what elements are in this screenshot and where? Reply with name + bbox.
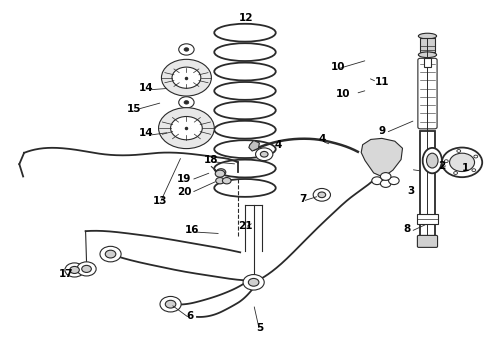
Circle shape bbox=[216, 177, 224, 184]
Circle shape bbox=[449, 153, 474, 171]
Circle shape bbox=[222, 177, 231, 184]
Text: 7: 7 bbox=[299, 194, 306, 204]
Ellipse shape bbox=[426, 153, 438, 168]
Circle shape bbox=[256, 148, 273, 161]
Text: 15: 15 bbox=[126, 104, 141, 114]
Ellipse shape bbox=[214, 121, 276, 139]
FancyBboxPatch shape bbox=[420, 38, 435, 52]
Circle shape bbox=[161, 59, 211, 96]
Text: 1: 1 bbox=[462, 163, 469, 173]
Circle shape bbox=[248, 278, 259, 286]
Circle shape bbox=[171, 117, 202, 140]
Circle shape bbox=[165, 300, 176, 308]
Ellipse shape bbox=[214, 179, 276, 197]
FancyBboxPatch shape bbox=[420, 131, 435, 237]
Circle shape bbox=[318, 192, 326, 198]
FancyBboxPatch shape bbox=[418, 58, 437, 129]
Text: 4: 4 bbox=[318, 134, 325, 144]
Polygon shape bbox=[249, 140, 259, 151]
Ellipse shape bbox=[214, 43, 276, 61]
FancyBboxPatch shape bbox=[424, 58, 431, 67]
Circle shape bbox=[70, 266, 79, 274]
Text: 4: 4 bbox=[275, 140, 282, 150]
Text: 21: 21 bbox=[238, 221, 252, 231]
Text: 5: 5 bbox=[256, 323, 263, 333]
Text: 17: 17 bbox=[59, 269, 74, 279]
Circle shape bbox=[372, 177, 382, 185]
Circle shape bbox=[442, 148, 482, 177]
Circle shape bbox=[243, 275, 264, 290]
Text: 16: 16 bbox=[185, 225, 199, 235]
Text: 14: 14 bbox=[139, 82, 154, 93]
Circle shape bbox=[172, 67, 201, 88]
Ellipse shape bbox=[214, 63, 276, 80]
Text: 13: 13 bbox=[153, 196, 167, 206]
Text: 18: 18 bbox=[204, 155, 219, 165]
Text: 20: 20 bbox=[177, 186, 191, 197]
Ellipse shape bbox=[214, 82, 276, 100]
Circle shape bbox=[313, 189, 330, 201]
Circle shape bbox=[454, 172, 458, 174]
Text: 10: 10 bbox=[330, 62, 345, 72]
Circle shape bbox=[179, 97, 194, 108]
Circle shape bbox=[474, 155, 478, 158]
Circle shape bbox=[184, 48, 189, 51]
Text: 19: 19 bbox=[177, 174, 191, 184]
Ellipse shape bbox=[214, 140, 276, 158]
Text: 12: 12 bbox=[239, 13, 253, 23]
Text: 6: 6 bbox=[186, 311, 194, 321]
Ellipse shape bbox=[418, 52, 437, 58]
FancyBboxPatch shape bbox=[417, 214, 438, 224]
Circle shape bbox=[260, 152, 268, 157]
Circle shape bbox=[105, 250, 116, 258]
Text: 2: 2 bbox=[438, 161, 445, 171]
Text: 9: 9 bbox=[379, 126, 386, 136]
Circle shape bbox=[216, 169, 226, 176]
Circle shape bbox=[472, 169, 476, 172]
Circle shape bbox=[457, 149, 461, 152]
Text: 14: 14 bbox=[139, 128, 154, 138]
FancyBboxPatch shape bbox=[417, 235, 438, 247]
Ellipse shape bbox=[418, 33, 437, 39]
Circle shape bbox=[179, 44, 194, 55]
Circle shape bbox=[444, 160, 448, 163]
Circle shape bbox=[380, 180, 391, 188]
Circle shape bbox=[77, 262, 96, 276]
Ellipse shape bbox=[214, 102, 276, 119]
Circle shape bbox=[65, 263, 84, 277]
Circle shape bbox=[389, 177, 399, 185]
Circle shape bbox=[159, 108, 214, 149]
Ellipse shape bbox=[214, 24, 276, 42]
Text: 8: 8 bbox=[403, 224, 411, 234]
Ellipse shape bbox=[423, 148, 442, 173]
Circle shape bbox=[184, 100, 189, 104]
Circle shape bbox=[380, 172, 391, 180]
Text: 11: 11 bbox=[375, 77, 389, 87]
Circle shape bbox=[215, 170, 225, 177]
Text: 3: 3 bbox=[407, 186, 414, 195]
Circle shape bbox=[160, 296, 181, 312]
Ellipse shape bbox=[214, 159, 276, 177]
Text: 10: 10 bbox=[336, 89, 351, 99]
Circle shape bbox=[100, 246, 121, 262]
Circle shape bbox=[82, 265, 91, 273]
Polygon shape bbox=[361, 138, 402, 177]
